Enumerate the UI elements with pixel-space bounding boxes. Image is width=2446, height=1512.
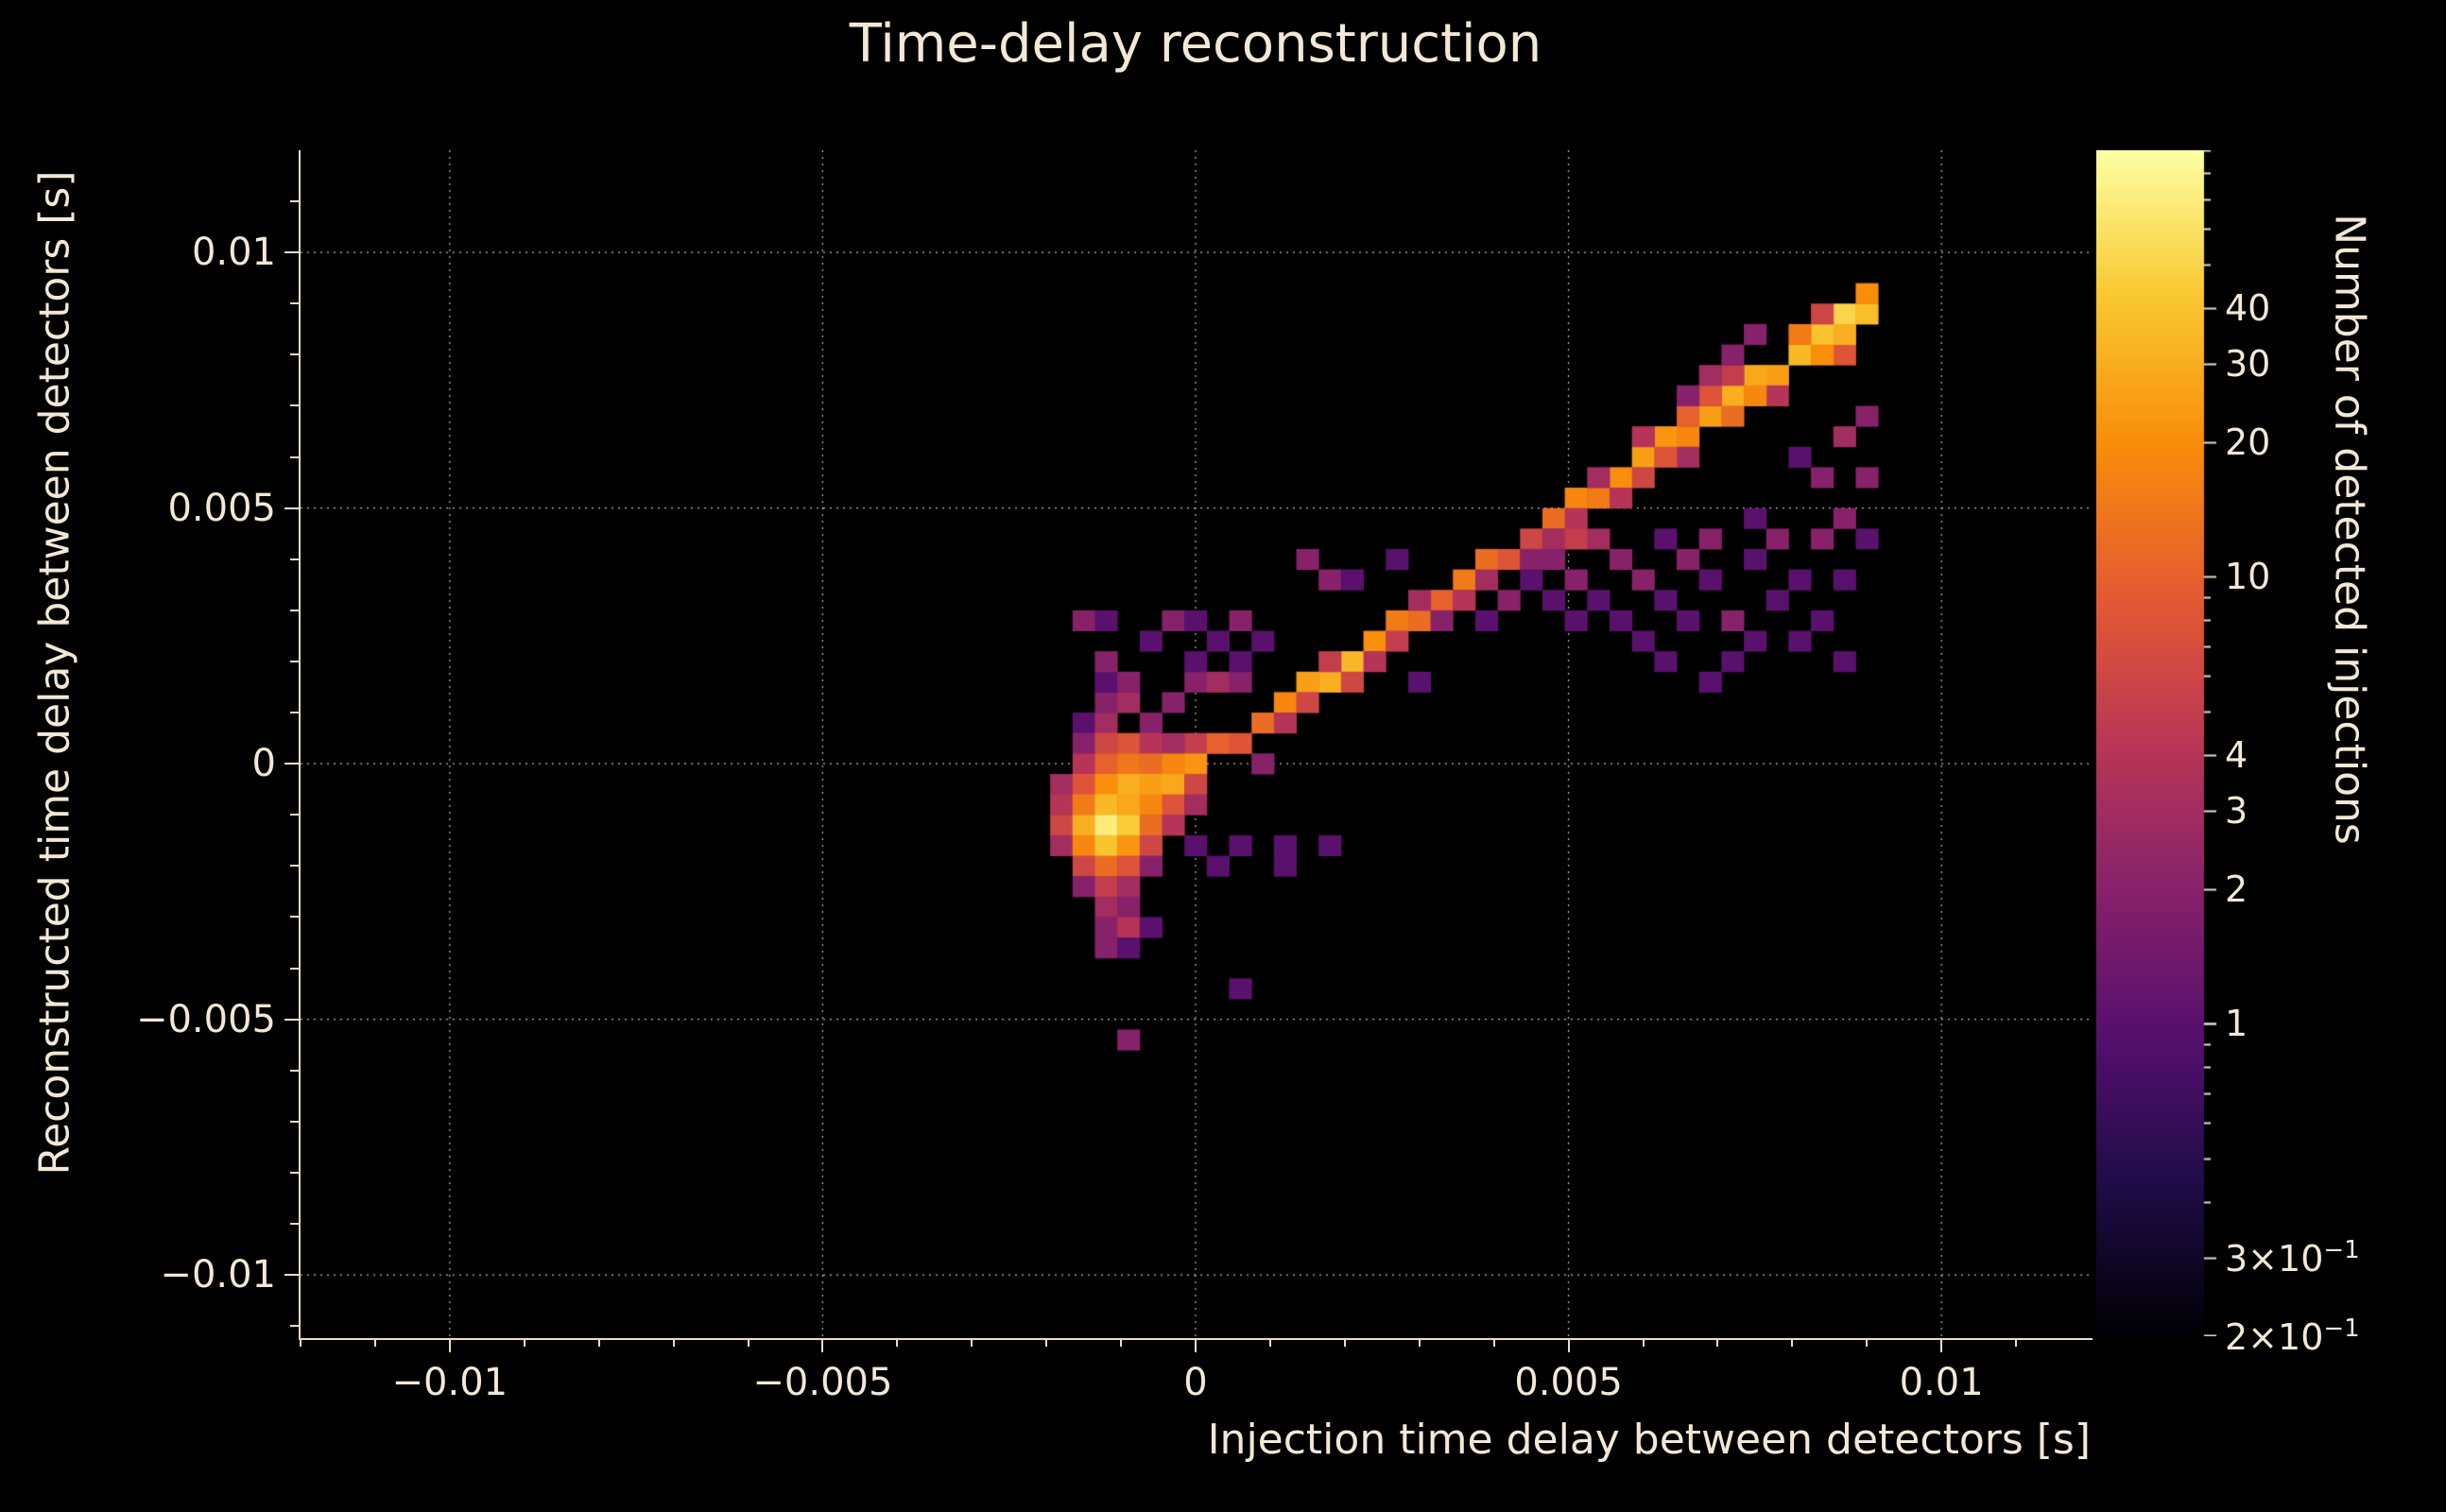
axis-tick	[290, 455, 299, 458]
colorbar-tick-label-text: 3	[2225, 789, 2248, 832]
chart-title: Time-delay reconstruction	[849, 13, 1542, 75]
colorbar-tick-label: 30	[2225, 343, 2270, 385]
axis-tick	[290, 1222, 299, 1225]
axis-tick	[597, 1338, 600, 1347]
axis-tick	[290, 1120, 299, 1123]
colorbar-tick-label: 4	[2225, 734, 2248, 776]
axis-tick	[290, 916, 299, 919]
axis-tick	[1343, 1338, 1346, 1347]
axis-tick	[1642, 1338, 1645, 1347]
colorbar-tick-label: 10	[2225, 556, 2270, 597]
colorbar-tick-label: 20	[2225, 421, 2270, 463]
axis-tick	[290, 404, 299, 407]
axis-tick	[1418, 1338, 1421, 1347]
axis-tick	[2015, 1338, 2018, 1347]
colorbar-tick-label: 2	[2225, 868, 2248, 910]
colorbar	[2096, 150, 2219, 1336]
axis-tick	[290, 712, 299, 714]
axis-tick	[284, 507, 299, 509]
axis-tick	[290, 660, 299, 662]
x-axis-label: Injection time delay between detectors […	[1207, 1416, 2091, 1464]
colorbar-tick-label-text: 4	[2225, 733, 2248, 776]
axis-tick	[284, 1274, 299, 1277]
axis-tick	[290, 302, 299, 305]
colorbar-tick-label-text: 3×10	[2225, 1237, 2324, 1280]
colorbar-tick-label-text: 30	[2225, 342, 2271, 385]
axis-tick	[1492, 1338, 1495, 1347]
axis-tick	[971, 1338, 973, 1347]
axis-tick	[1716, 1338, 1719, 1347]
colorbar-axis-label: Number of detected injections	[2325, 214, 2374, 845]
y-axis-label: Reconstructed time delay between detecto…	[30, 170, 79, 1176]
colorbar-tick-label: 3	[2225, 790, 2248, 832]
axis-tick	[290, 200, 299, 203]
axis-tick	[290, 558, 299, 560]
y-tick-label: 0.005	[167, 486, 276, 530]
colorbar-tick-label: 1	[2225, 1003, 2248, 1044]
x-tick-label: 0.005	[1514, 1361, 1623, 1404]
axis-tick	[821, 1338, 824, 1352]
colorbar-tick-label: 3×10−1	[2225, 1236, 2360, 1280]
x-tick-label: 0.01	[1899, 1361, 1984, 1404]
axis-tick	[300, 1338, 301, 1347]
axis-tick	[1866, 1338, 1869, 1347]
axis-tick	[1195, 1338, 1197, 1352]
colorbar-tick-label-text: 1	[2225, 1003, 2248, 1045]
colorbar-tick-label-exponent: −1	[2323, 1314, 2360, 1344]
axis-tick	[290, 1069, 299, 1072]
axis-tick	[284, 763, 299, 765]
heatmap-canvas	[301, 150, 2091, 1336]
axis-tick	[1940, 1338, 1943, 1352]
axis-tick	[1567, 1338, 1570, 1352]
y-tick-label: 0	[251, 742, 276, 786]
axis-tick	[672, 1338, 675, 1347]
axis-tick	[1791, 1338, 1794, 1347]
axis-tick	[290, 967, 299, 970]
axis-tick	[290, 865, 299, 868]
axis-tick	[373, 1338, 376, 1347]
y-tick-label: 0.01	[191, 231, 276, 275]
colorbar-tick-label: 40	[2225, 287, 2270, 329]
y-tick-label: −0.01	[160, 1253, 276, 1297]
axis-tick	[523, 1338, 525, 1347]
axis-tick	[290, 1171, 299, 1174]
colorbar-tick-label-text: 20	[2225, 421, 2271, 463]
colorbar-tick-label-text: 2×10	[2225, 1315, 2324, 1358]
axis-tick	[284, 1018, 299, 1021]
axis-tick	[284, 251, 299, 254]
colorbar-tick-label-text: 10	[2225, 556, 2271, 598]
axis-tick	[290, 353, 299, 356]
colorbar-tick-label: 2×10−1	[2225, 1314, 2360, 1358]
plot-area	[299, 150, 2093, 1340]
x-tick-label: −0.005	[752, 1361, 893, 1404]
colorbar-canvas	[2096, 150, 2219, 1336]
axis-tick	[896, 1338, 899, 1347]
x-tick-label: 0	[1183, 1361, 1208, 1404]
y-tick-label: −0.005	[135, 997, 276, 1041]
colorbar-tick-label-text: 2	[2225, 868, 2248, 910]
x-tick-label: −0.01	[391, 1361, 508, 1404]
axis-tick	[747, 1338, 749, 1347]
colorbar-tick-label-text: 40	[2225, 286, 2271, 329]
axis-tick	[1045, 1338, 1048, 1347]
axis-tick	[290, 814, 299, 816]
axis-tick	[1268, 1338, 1271, 1347]
axis-tick	[290, 609, 299, 611]
axis-tick	[1120, 1338, 1123, 1347]
axis-tick	[448, 1338, 451, 1352]
colorbar-tick-label-exponent: −1	[2323, 1235, 2360, 1264]
axis-tick	[290, 1325, 299, 1328]
